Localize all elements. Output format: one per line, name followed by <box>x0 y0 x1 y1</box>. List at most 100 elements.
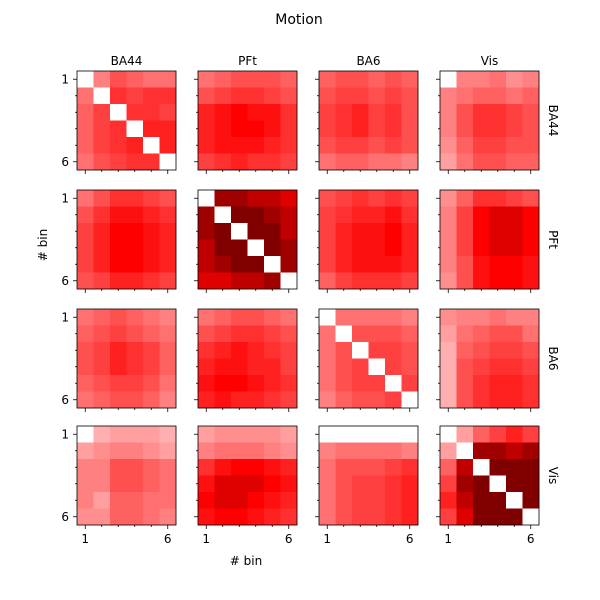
heatmap-cell <box>159 153 177 171</box>
heatmap-cell <box>247 459 265 476</box>
heatmap-cell <box>522 206 540 224</box>
heatmap-cell <box>506 342 523 359</box>
heatmap-cell <box>506 508 523 526</box>
y-tick-label: 6 <box>61 393 69 407</box>
heatmap-cell <box>126 375 144 392</box>
heatmap-cell <box>335 358 353 376</box>
x-tick-label: 6 <box>285 532 293 546</box>
heatmap-cell <box>456 391 474 409</box>
heatmap-cell <box>231 239 248 257</box>
heatmap-cell <box>368 426 386 443</box>
heatmap-cell <box>198 120 215 138</box>
heatmap-cell <box>401 475 419 493</box>
heatmap-cell <box>385 272 402 290</box>
heatmap-cell <box>352 71 369 88</box>
heatmap-cell <box>335 342 353 359</box>
heatmap-cell <box>126 153 144 171</box>
heatmap-cell <box>385 442 402 460</box>
heatmap-cell <box>489 358 507 376</box>
heatmap-cell <box>214 459 232 476</box>
x-tick-label: 6 <box>406 532 414 546</box>
heatmap-cell <box>335 325 353 343</box>
heatmap-cell <box>522 71 540 88</box>
heatmap-cell <box>319 137 336 154</box>
heatmap-cell <box>456 223 474 240</box>
heatmap-cell <box>93 137 111 154</box>
heatmap-cell <box>489 206 507 224</box>
heatmap-cell <box>231 190 248 207</box>
heatmap-cell <box>77 120 94 138</box>
heatmap-cell <box>280 508 298 526</box>
panel-ba6-ba6 <box>315 308 419 412</box>
x-tick-label: 1 <box>323 532 331 546</box>
heatmap-cell <box>522 358 540 376</box>
heatmap-cell <box>126 272 144 290</box>
heatmap-cell <box>335 223 353 240</box>
heatmap-cell <box>159 508 177 526</box>
heatmap-cell <box>126 391 144 409</box>
heatmap-cell <box>110 342 127 359</box>
heatmap-cell <box>368 358 386 376</box>
heatmap-cell <box>319 342 336 359</box>
heatmap-cell <box>440 104 457 121</box>
heatmap-cell <box>319 492 336 509</box>
heatmap-cell <box>126 492 144 509</box>
heatmap-cell <box>440 71 457 88</box>
heatmap-cell <box>247 309 265 326</box>
heatmap-cell <box>401 256 419 273</box>
heatmap-cell <box>110 426 127 443</box>
heatmap-cell <box>159 71 177 88</box>
heatmap-cell <box>231 120 248 138</box>
heatmap-cell <box>93 309 111 326</box>
heatmap-cell <box>198 272 215 290</box>
heatmap-cell <box>159 342 177 359</box>
heatmap-cell <box>456 137 474 154</box>
heatmap-cell <box>385 87 402 105</box>
panel-pft-pft <box>194 189 298 293</box>
heatmap-cell <box>319 325 336 343</box>
heatmap-cell <box>280 272 298 290</box>
heatmap-cell <box>143 120 160 138</box>
heatmap-cell <box>440 426 457 443</box>
heatmap-cell <box>214 256 232 273</box>
heatmap-cell <box>368 256 386 273</box>
heatmap-cell <box>522 426 540 443</box>
heatmap-cell <box>159 358 177 376</box>
heatmap-cell <box>522 87 540 105</box>
heatmap-cell <box>280 104 298 121</box>
heatmap-cell <box>319 153 336 171</box>
heatmap-cell <box>473 309 490 326</box>
heatmap-cell <box>368 190 386 207</box>
panel-frame <box>318 425 419 526</box>
heatmap-cell <box>473 342 490 359</box>
heatmap-cell <box>126 87 144 105</box>
heatmap-cell <box>143 508 160 526</box>
heatmap-cell <box>385 71 402 88</box>
heatmap-cell <box>352 256 369 273</box>
heatmap-cell <box>401 120 419 138</box>
heatmap-cell <box>522 239 540 257</box>
heatmap-cell <box>231 206 248 224</box>
heatmap-cell <box>440 309 457 326</box>
heatmap-cell <box>198 223 215 240</box>
panel-ba44-vis: Vis BA44 <box>436 54 560 174</box>
heatmap-cell <box>385 459 402 476</box>
heatmap-cell <box>385 190 402 207</box>
heatmap-cell <box>159 325 177 343</box>
heatmap-cell <box>214 104 232 121</box>
heatmap-cell <box>77 459 94 476</box>
heatmap-cell <box>319 358 336 376</box>
heatmap-cell <box>264 153 281 171</box>
heatmap-cell <box>247 239 265 257</box>
heatmap-cell <box>352 442 369 460</box>
heatmap-cell <box>401 223 419 240</box>
heatmap-cell <box>247 137 265 154</box>
column-title: PFt <box>238 54 257 68</box>
heatmap-cell <box>401 325 419 343</box>
heatmap-cell <box>143 87 160 105</box>
heatmap-cell <box>489 309 507 326</box>
heatmap-cell <box>506 426 523 443</box>
heatmap-cell <box>247 508 265 526</box>
heatmap-cell <box>198 206 215 224</box>
heatmap-cell <box>198 104 215 121</box>
